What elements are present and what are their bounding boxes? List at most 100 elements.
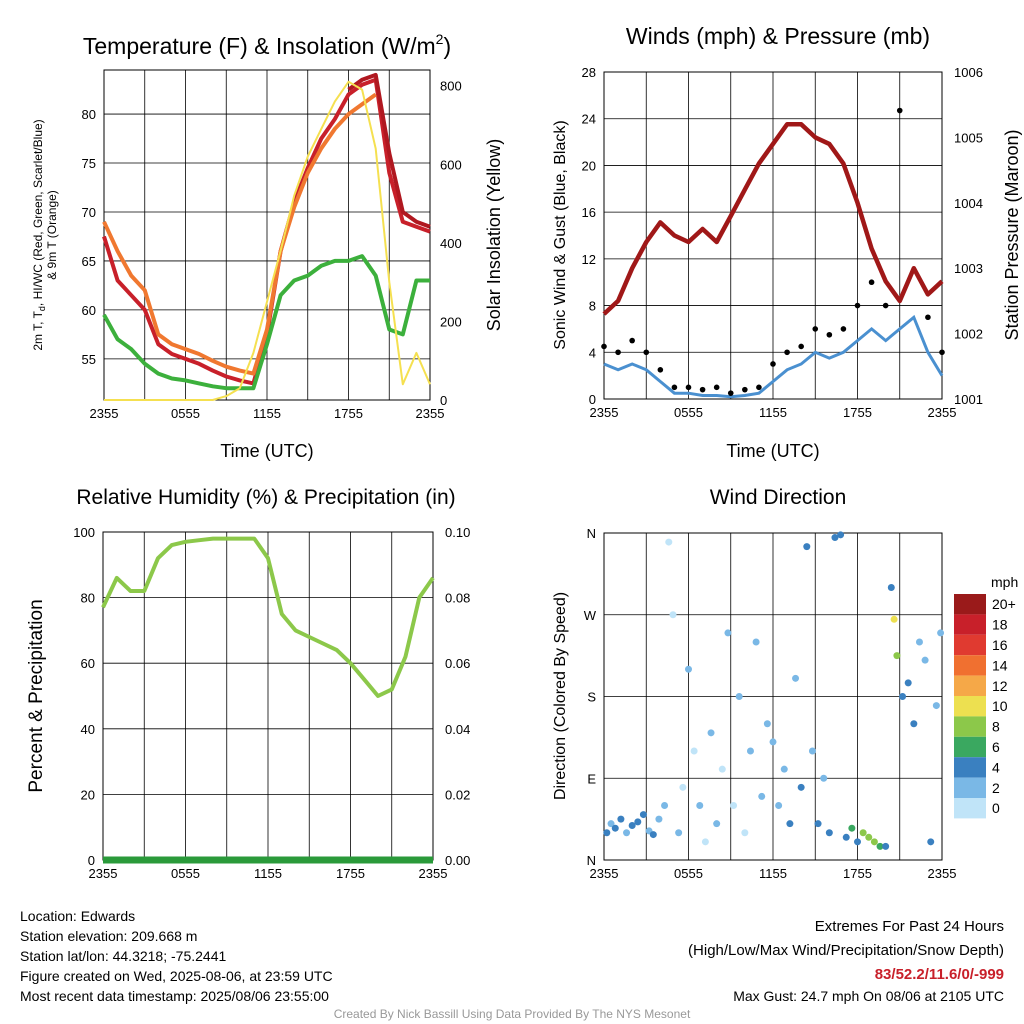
direction-point [820, 774, 828, 782]
series-line [102, 254, 430, 391]
legend-swatch [954, 716, 986, 737]
chart-title: Relative Humidity (%) & Precipitation (i… [76, 486, 455, 509]
y2-tick-label: 0 [440, 393, 447, 408]
gust-point [685, 384, 692, 391]
direction-point [792, 674, 800, 682]
direction-point [603, 829, 611, 837]
legend-label: 10 [992, 698, 1008, 714]
direction-point [655, 815, 663, 823]
y2-tick-label: 1006 [954, 65, 983, 80]
gust-point [812, 326, 819, 332]
direction-point [825, 829, 833, 837]
direction-point [741, 829, 749, 837]
direction-point [707, 729, 715, 737]
y-tick-label: 55 [82, 352, 96, 367]
direction-point [831, 534, 839, 542]
direction-point [679, 783, 687, 791]
y-tick-label: 8 [589, 299, 596, 314]
direction-point [921, 656, 929, 664]
direction-point [746, 747, 754, 755]
gust-point [629, 337, 635, 344]
credit-line: Created By Nick Bassill Using Data Provi… [333, 1007, 691, 1021]
y-axis-label-line1: 2m T, Td, HI/WC (Red, Green, Scarlet/Blu… [31, 119, 47, 350]
extremes-title: Extremes For Past 24 Hours [814, 918, 1004, 935]
y2-tick-label: 800 [440, 79, 462, 94]
direction-point [661, 802, 669, 809]
direction-point [865, 833, 873, 841]
y2-tick-label: 1003 [954, 261, 983, 276]
chart-title: Temperature (F) & Insolation (W/m2) [83, 31, 451, 59]
gust-point [896, 107, 903, 114]
direction-point [634, 818, 642, 826]
chart-title: Winds (mph) & Pressure (mb) [626, 23, 930, 49]
x-tick-label: 2355 [928, 405, 957, 420]
direction-point [910, 720, 918, 728]
legend-label: 0 [992, 800, 1000, 816]
y2-tick-label: 1005 [954, 130, 983, 145]
y-tick-label: 20 [81, 787, 95, 802]
gust-point [798, 343, 804, 350]
y-tick-label: W [584, 608, 597, 623]
gust-point [727, 390, 734, 396]
x-tick-label: 1155 [253, 406, 281, 421]
winds-panel: 0 4 8 12 16 20 24 28 1001 1002 1003 1004 1005 1006 235… [552, 23, 1022, 461]
x-tick-label: 2355 [590, 405, 619, 420]
x-tick-label: 0555 [171, 406, 200, 421]
direction-point [752, 638, 760, 646]
direction-point [780, 765, 788, 773]
direction-point [701, 838, 709, 846]
direction-point [870, 838, 878, 846]
direction-point [808, 747, 816, 755]
humidity-panel: 0 20 40 60 80 100 0.00 0.02 0.04 0.06 0.08 0.10 2355… [26, 486, 470, 881]
gust-point [939, 349, 945, 356]
y2-tick-label: 1004 [954, 196, 983, 211]
legend-label: 14 [992, 657, 1008, 673]
direction-point [724, 629, 732, 637]
y2-tick-label: 1001 [954, 392, 983, 407]
y-tick-label: 70 [82, 205, 96, 220]
legend-label: 12 [992, 678, 1008, 694]
y2-tick-label: 1002 [954, 327, 983, 342]
info-recent: Most recent data timestamp: 2025/08/06 2… [20, 988, 329, 1004]
legend-swatch [954, 798, 986, 819]
legend-title: mph [991, 574, 1018, 590]
gust-point [770, 361, 776, 367]
direction-point [837, 531, 845, 539]
series-line [101, 536, 435, 698]
y-tick-label: 0 [589, 392, 596, 407]
x-tick-label: 1155 [254, 866, 282, 881]
x-tick-label: 0555 [674, 866, 703, 881]
x-tick-label: 1155 [759, 866, 787, 881]
direction-point [713, 820, 721, 828]
y-tick-label: 75 [82, 156, 96, 171]
y2-tick-label: 0.06 [445, 656, 470, 671]
legend-label: 16 [992, 637, 1008, 653]
direction-point [854, 838, 861, 846]
direction-point [735, 693, 743, 700]
direction-point [628, 821, 636, 829]
direction-point [848, 824, 856, 832]
legend-label: 18 [992, 617, 1008, 633]
y2-tick-label: 200 [440, 314, 462, 329]
y2-tick-label: 400 [440, 236, 462, 251]
direction-point [915, 638, 923, 646]
y2-tick-label: 0.08 [445, 591, 470, 606]
direction-point [639, 811, 647, 819]
direction-point [937, 629, 945, 637]
legend-label: 8 [992, 719, 1000, 735]
max-gust: Max Gust: 24.7 mph On 08/06 at 2105 UTC [733, 988, 1004, 1004]
x-tick-label: 1755 [843, 866, 872, 881]
gust-point [742, 386, 748, 393]
direction-point [675, 829, 683, 837]
extremes-values: 83/52.2/11.6/0/-999 [874, 966, 1004, 983]
legend-label: 20+ [992, 596, 1016, 612]
direction-point [669, 611, 677, 619]
legend-label: 6 [992, 739, 1000, 755]
y-axis-label: Direction (Colored By Speed) [552, 592, 569, 800]
x-axis-label: Time (UTC) [726, 441, 819, 461]
direction-point [617, 815, 625, 823]
direction-point [623, 829, 631, 837]
info-elevation: Station elevation: 209.668 m [20, 928, 198, 944]
series-line [347, 72, 431, 229]
